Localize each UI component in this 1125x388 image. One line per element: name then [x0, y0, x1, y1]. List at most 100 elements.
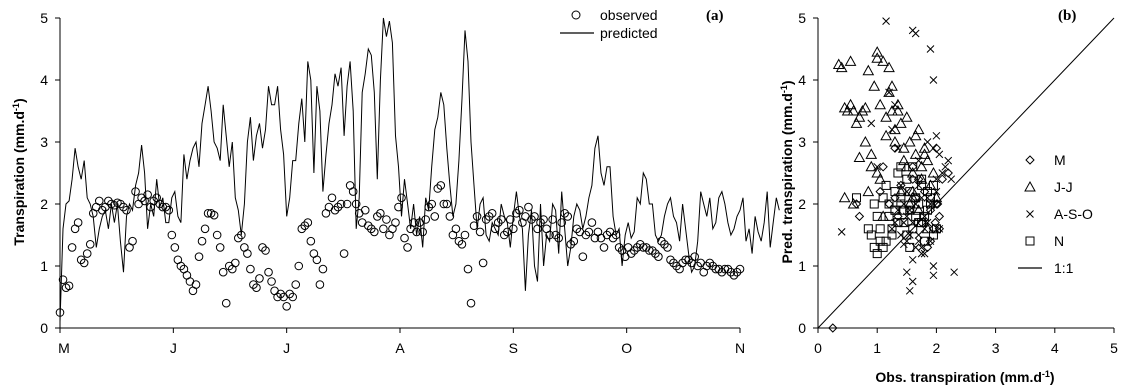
observed-point: [581, 230, 591, 240]
observed-point: [348, 187, 358, 196]
point-a-s-o: [917, 249, 926, 258]
panel-b-y-axis-label: Pred. transpiration (mm.d-1): [779, 80, 795, 263]
observed-point: [297, 224, 307, 234]
observed-point: [342, 199, 352, 209]
point-n: [869, 199, 879, 209]
panel-a-y-tick-label: 0: [40, 320, 48, 336]
point-n: [914, 218, 924, 228]
observed-point: [363, 221, 373, 230]
point-n: [928, 230, 938, 240]
point-j-j: [841, 104, 854, 116]
panel-a-x-tick-label: A: [395, 340, 405, 356]
point-m: [875, 186, 885, 197]
observed-point: [131, 187, 140, 196]
observed-point: [376, 209, 385, 218]
point-n: [884, 199, 894, 209]
point-n: [925, 193, 935, 203]
point-n: [905, 187, 915, 197]
legend-label-m: M: [1054, 152, 1066, 168]
observed-point: [255, 274, 264, 283]
panel-b-x-tick-label: 4: [1051, 340, 1059, 356]
legend-observed-marker: [571, 10, 581, 20]
point-j-j: [892, 104, 904, 116]
point-n: [884, 211, 894, 221]
observed-point: [430, 212, 440, 221]
observed-point: [439, 199, 449, 209]
point-m: [931, 143, 942, 153]
point-n: [872, 249, 882, 259]
observed-point: [258, 243, 267, 252]
point-j-j: [874, 173, 887, 184]
point-n: [908, 162, 918, 172]
observed-point: [315, 280, 325, 289]
point-n: [923, 205, 933, 215]
panel-a-x-tick-label: M: [58, 340, 70, 356]
panel-b-scatter: Pred. transpiration (mm.d-1) Obs. transp…: [779, 8, 1118, 385]
observed-point: [735, 264, 745, 274]
observed-point: [400, 233, 409, 243]
panel-a-x-tick-label: J: [170, 340, 177, 356]
observed-point: [203, 209, 213, 218]
point-a-s-o: [911, 29, 920, 38]
observed-point: [663, 243, 672, 252]
point-n: [914, 199, 924, 209]
panel-a-y-axis-label: Transpiration (mm.d-1): [11, 98, 27, 245]
observed-point: [515, 205, 524, 215]
point-m: [890, 143, 900, 153]
point-j-j: [859, 101, 872, 113]
observed-point: [436, 181, 446, 190]
point-n: [902, 230, 912, 240]
observed-point: [714, 264, 724, 274]
observed-point: [212, 230, 222, 240]
observed-point: [318, 264, 328, 274]
observed-point: [110, 200, 119, 210]
observed-point: [629, 246, 639, 255]
panel-b-x-axis-label: Obs. transpiration (mm.d-1): [875, 369, 1054, 385]
observed-point: [723, 264, 733, 274]
point-j-j: [853, 151, 866, 162]
observed-point: [560, 209, 570, 218]
point-m: [893, 211, 903, 222]
point-n: [902, 174, 912, 184]
point-j-j: [895, 185, 907, 197]
observed-point: [336, 199, 346, 209]
point-a-s-o: [929, 271, 938, 280]
panel-a-x-tick-label: N: [735, 340, 745, 356]
point-a-s-o: [941, 162, 950, 171]
observed-point: [557, 218, 566, 227]
panel-b-y-tick-label: 2: [798, 196, 806, 212]
panel-a-y-tick-label: 2: [40, 196, 48, 212]
observed-point: [614, 243, 624, 252]
point-j-j: [918, 142, 931, 153]
panel-b-legend: M J-J A-S-O N 1:1: [1018, 152, 1093, 276]
observed-point: [424, 202, 434, 212]
point-n: [896, 199, 906, 209]
observed-point: [566, 240, 576, 249]
observed-point: [116, 199, 125, 209]
legend-predicted-label: predicted: [600, 25, 658, 41]
point-a-s-o: [888, 125, 896, 134]
observed-point: [119, 202, 128, 212]
observed-point: [276, 289, 285, 299]
point-a-s-o: [837, 228, 846, 236]
point-j-j: [871, 52, 884, 63]
point-n: [887, 224, 897, 234]
point-j-j: [906, 166, 919, 178]
observed-point: [527, 215, 536, 224]
legend-observed-label: observed: [600, 7, 658, 23]
observed-point: [267, 277, 276, 286]
observed-point: [273, 292, 282, 302]
point-m: [934, 211, 945, 222]
observed-point: [427, 199, 437, 209]
observed-point: [403, 243, 412, 252]
observed-point: [554, 233, 563, 243]
panel-b-x-tick-label: 2: [933, 340, 941, 356]
observed-point: [128, 236, 137, 246]
observed-point: [64, 281, 74, 291]
point-m: [931, 199, 942, 209]
panel-a-y-tick-label: 3: [40, 134, 48, 150]
point-j-j: [927, 166, 940, 178]
panel-a-y-tick-label: 5: [40, 10, 48, 26]
observed-point: [391, 218, 400, 227]
point-m: [922, 242, 933, 253]
